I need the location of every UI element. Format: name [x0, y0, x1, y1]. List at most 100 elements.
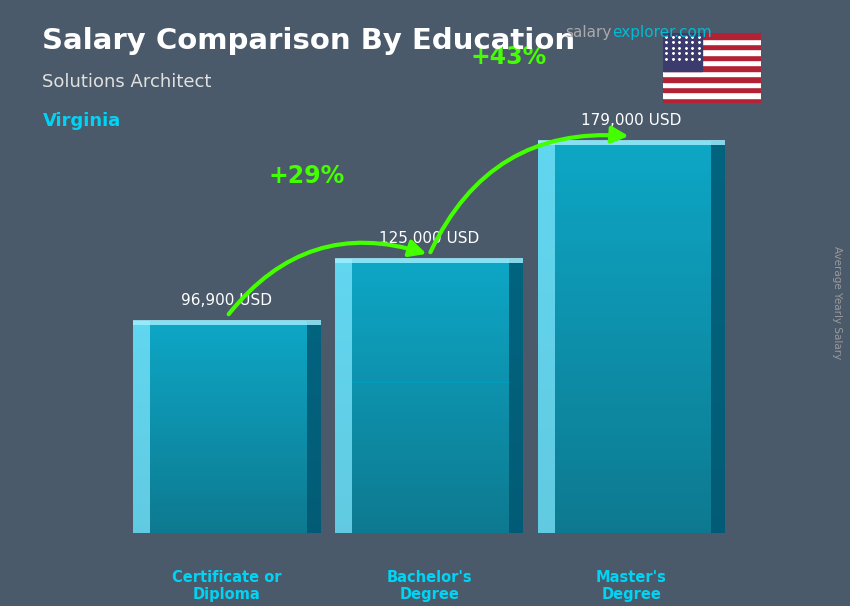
- Bar: [537, 180, 725, 187]
- Bar: [537, 337, 725, 344]
- Bar: [133, 388, 320, 391]
- Text: Solutions Architect: Solutions Architect: [42, 73, 212, 91]
- Bar: [537, 278, 725, 285]
- Bar: [335, 497, 523, 501]
- Bar: [663, 44, 761, 50]
- Bar: [335, 451, 523, 456]
- Bar: [335, 460, 523, 465]
- Bar: [335, 319, 523, 323]
- Bar: [537, 363, 725, 370]
- Bar: [133, 342, 320, 345]
- Bar: [537, 311, 725, 318]
- Bar: [133, 321, 320, 324]
- Bar: [133, 321, 150, 533]
- Text: Virginia: Virginia: [42, 112, 121, 130]
- Bar: [335, 391, 523, 396]
- Text: Bachelor's
Degree: Bachelor's Degree: [387, 570, 472, 602]
- Bar: [335, 337, 523, 341]
- Bar: [133, 378, 320, 381]
- Bar: [133, 409, 320, 413]
- Bar: [537, 383, 725, 389]
- Bar: [133, 356, 320, 360]
- Bar: [537, 199, 725, 206]
- Bar: [133, 391, 320, 395]
- Bar: [335, 378, 523, 382]
- Bar: [537, 350, 725, 356]
- Bar: [133, 512, 320, 516]
- Bar: [335, 300, 523, 305]
- Bar: [335, 332, 523, 337]
- Bar: [133, 505, 320, 508]
- Bar: [663, 98, 761, 103]
- Bar: [335, 323, 523, 328]
- Bar: [335, 259, 523, 264]
- Bar: [335, 447, 523, 451]
- Bar: [133, 328, 320, 331]
- Text: Certificate or
Diploma: Certificate or Diploma: [173, 570, 281, 602]
- Bar: [133, 445, 320, 448]
- Bar: [133, 476, 320, 480]
- Bar: [537, 167, 725, 173]
- Text: Salary Comparison By Education: Salary Comparison By Education: [42, 27, 575, 55]
- Bar: [133, 430, 320, 434]
- Bar: [133, 353, 320, 356]
- Text: 96,900 USD: 96,900 USD: [181, 293, 273, 308]
- Bar: [335, 355, 523, 359]
- Bar: [335, 273, 523, 278]
- Bar: [335, 401, 523, 405]
- Bar: [335, 515, 523, 519]
- Bar: [537, 344, 725, 350]
- Bar: [335, 305, 523, 310]
- Bar: [133, 459, 320, 462]
- Bar: [663, 55, 761, 60]
- Bar: [663, 39, 761, 44]
- Bar: [663, 33, 761, 39]
- Bar: [133, 480, 320, 484]
- Bar: [537, 161, 725, 167]
- Bar: [537, 265, 725, 271]
- Bar: [537, 291, 725, 298]
- Bar: [335, 438, 523, 442]
- Bar: [335, 528, 523, 533]
- Bar: [335, 419, 523, 424]
- Bar: [537, 481, 725, 487]
- Bar: [133, 402, 320, 406]
- Bar: [537, 356, 725, 363]
- Bar: [133, 484, 320, 487]
- Bar: [335, 510, 523, 515]
- Bar: [537, 193, 725, 199]
- Bar: [537, 422, 725, 428]
- Bar: [335, 310, 523, 314]
- Bar: [335, 479, 523, 483]
- Bar: [335, 469, 523, 474]
- Bar: [335, 259, 352, 533]
- Text: 179,000 USD: 179,000 USD: [581, 113, 682, 127]
- Bar: [133, 324, 320, 328]
- Bar: [133, 473, 320, 476]
- Bar: [537, 468, 725, 474]
- Bar: [537, 324, 725, 330]
- Bar: [335, 465, 523, 469]
- Bar: [537, 318, 725, 324]
- Bar: [537, 219, 725, 226]
- Text: salary: salary: [565, 25, 612, 41]
- Bar: [133, 367, 320, 370]
- Bar: [537, 206, 725, 213]
- Bar: [537, 141, 554, 533]
- Bar: [335, 373, 523, 378]
- Bar: [537, 389, 725, 396]
- Bar: [663, 82, 761, 87]
- Bar: [335, 287, 523, 291]
- Bar: [133, 462, 320, 466]
- Bar: [133, 466, 320, 470]
- Bar: [335, 278, 523, 282]
- Bar: [133, 498, 320, 501]
- Bar: [133, 434, 320, 438]
- Bar: [335, 501, 523, 506]
- Bar: [133, 438, 320, 441]
- Bar: [133, 385, 320, 388]
- Bar: [537, 154, 725, 161]
- Bar: [537, 487, 725, 494]
- Bar: [133, 381, 320, 385]
- Bar: [537, 494, 725, 501]
